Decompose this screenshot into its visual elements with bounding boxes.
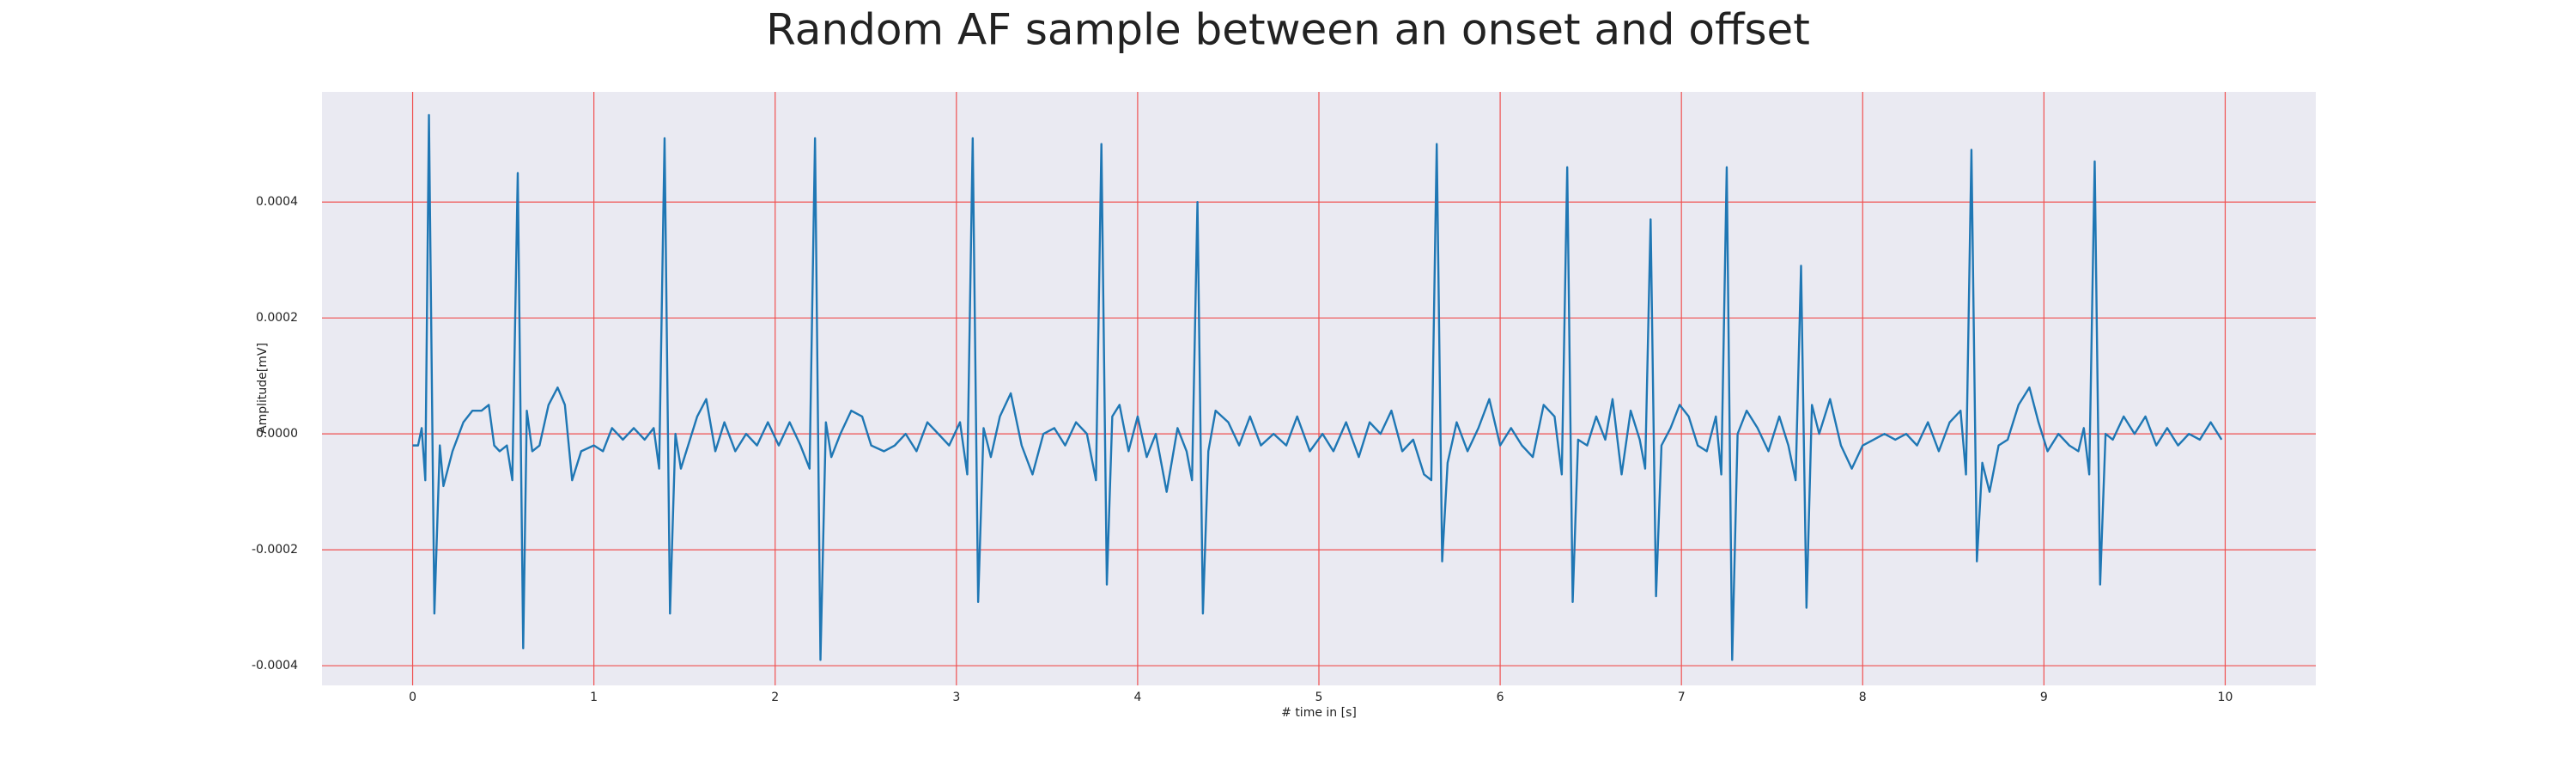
x-tick-label: 1 — [590, 691, 598, 704]
x-tick-label: 3 — [952, 691, 960, 704]
y-tick-label: -0.0002 — [252, 543, 298, 557]
x-axis-label: # time in [s] — [1281, 706, 1357, 720]
y-tick-label: 0.0000 — [256, 427, 298, 441]
x-tick-label: 7 — [1678, 691, 1686, 704]
x-tick-label: 0 — [409, 691, 416, 704]
x-tick-label: 8 — [1859, 691, 1867, 704]
y-axis-label: Amplitude[mV] — [256, 343, 270, 434]
y-tick-label: -0.0004 — [252, 659, 298, 673]
y-tick-label: 0.0004 — [256, 195, 298, 209]
signal-line — [412, 113, 2223, 661]
chart-title: Random AF sample between an onset and of… — [766, 5, 1810, 55]
x-tick-label: 2 — [771, 691, 779, 704]
x-tick-label: 6 — [1497, 691, 1504, 704]
x-tick-label: 10 — [2218, 691, 2233, 704]
x-tick-label: 5 — [1315, 691, 1323, 704]
x-tick-label: 4 — [1133, 691, 1141, 704]
x-tick-label: 9 — [2040, 691, 2048, 704]
y-tick-label: 0.0002 — [256, 311, 298, 325]
